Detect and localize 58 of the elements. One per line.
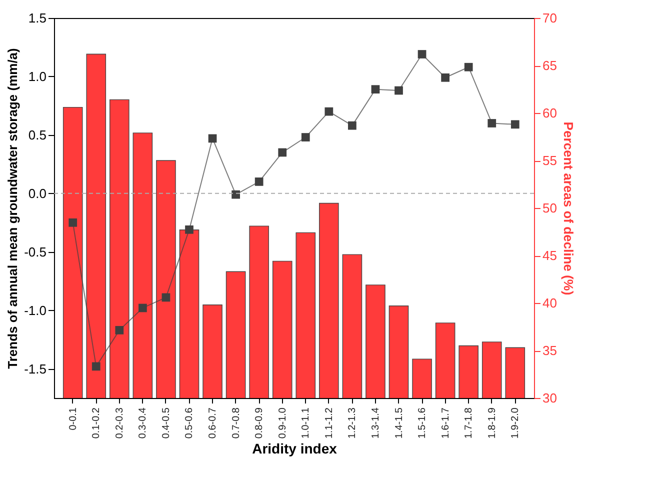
point [278, 148, 287, 157]
y2-tick-label: 55 [542, 153, 557, 168]
y2-tick-label: 45 [542, 248, 557, 263]
point [115, 326, 124, 334]
point [488, 119, 496, 128]
y2-tick-label: 50 [542, 200, 557, 216]
x-tick-label: 0.7-0.8 [230, 407, 242, 439]
y-tick-label: -0.5 [24, 244, 46, 260]
y2-tick-label: 60 [542, 106, 557, 120]
y2-tick-label: 65 [542, 58, 557, 73]
point [510, 120, 520, 129]
y2-tick-label: 70 [542, 10, 557, 26]
point [348, 121, 356, 130]
point [371, 85, 380, 94]
y2-axis-title: Percent areas of decline (%) [560, 122, 576, 296]
point [418, 50, 426, 58]
x-tick-label: 1.9-2.0 [510, 407, 522, 439]
point [301, 133, 310, 142]
point [185, 225, 194, 234]
x-tick-label: 0-0.1 [68, 407, 79, 430]
y-tick-label: -1.5 [24, 361, 46, 376]
point [441, 73, 450, 82]
x-tick-label: 0.9-1.0 [277, 407, 288, 439]
x-tick-label: 1.7-1.8 [464, 407, 475, 439]
x-axis-title: Aridity index [252, 440, 338, 457]
y2-tick-label: 30 [542, 390, 557, 406]
x-tick-label: 1.8-1.9 [486, 407, 498, 439]
x-tick-label: 0.2-0.3 [114, 407, 126, 439]
point [92, 362, 100, 371]
point [394, 86, 403, 95]
x-tick-label: 0.3-0.4 [138, 407, 149, 439]
x-tick-label: 1.3-1.4 [370, 407, 382, 439]
x-tick-label: 1.6-1.7 [440, 407, 452, 439]
x-tick-label: 0.6-0.7 [208, 407, 219, 439]
x-tick-label: 0.1-0.2 [91, 407, 102, 439]
y2-tick-label: 35 [542, 343, 557, 358]
y-tick-label: 0.0 [28, 186, 46, 201]
x-tick-label: 0.5-0.6 [184, 407, 196, 439]
x-tick-label: 1.1-1.2 [324, 407, 335, 439]
y-tick-label: 1.5 [28, 10, 46, 26]
y-tick-label: -1.0 [24, 302, 46, 318]
point [68, 218, 78, 227]
y-tick-label: 0.5 [28, 127, 46, 142]
x-tick-label: 1.2-1.3 [347, 407, 358, 439]
y-tick-label: 1.0 [28, 68, 46, 84]
x-tick-label: 1.0-1.1 [300, 407, 312, 439]
point [254, 178, 264, 186]
point [464, 62, 473, 72]
point [208, 134, 217, 143]
point [138, 304, 147, 312]
y2-tick-label: 40 [542, 296, 557, 310]
x-tick-label: 1.5-1.6 [417, 407, 428, 439]
x-tick-label: 0.8-0.9 [254, 407, 266, 439]
point [324, 107, 334, 116]
x-tick-label: 0.4-0.5 [160, 407, 172, 439]
point [162, 293, 170, 302]
y-axis-title: Trends of annual mean groundwater storage (mm/a) [5, 48, 20, 369]
x-tick-label: 1.4-1.5 [394, 407, 405, 439]
